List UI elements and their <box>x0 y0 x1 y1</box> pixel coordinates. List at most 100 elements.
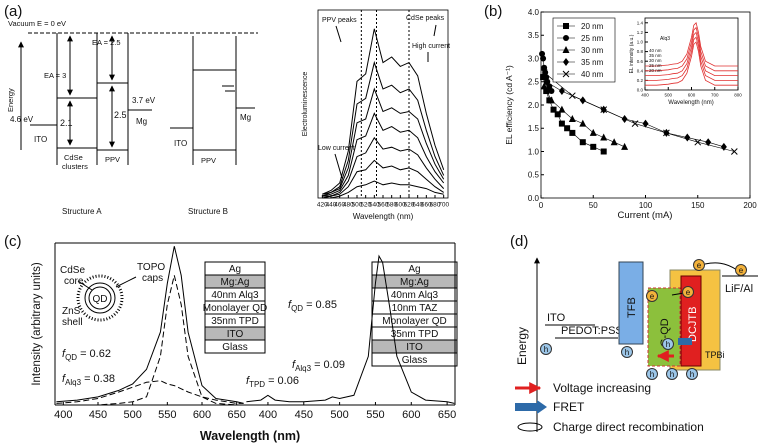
y-tick-label: 3.0 <box>528 54 540 63</box>
y-tick-label: 1.2 <box>637 30 644 35</box>
level-label: 3.7 eV <box>132 96 156 105</box>
x-tick-label: 500 <box>123 409 141 421</box>
y-tick-label: 4.0 <box>528 8 540 17</box>
marker <box>579 139 586 146</box>
series-line <box>645 22 738 67</box>
ppv-label: PPV <box>201 156 216 165</box>
marker <box>569 129 576 136</box>
legend-label: 40 nm <box>649 48 662 53</box>
fret-arrow <box>678 338 692 345</box>
y-tick-label: 2.5 <box>528 78 540 87</box>
marker <box>563 35 569 41</box>
trend-line <box>543 72 735 152</box>
stack-label: 10nm TAZ <box>392 303 438 314</box>
ea-label: EA = 2.5 <box>92 38 121 47</box>
marker <box>558 105 566 113</box>
series-line <box>322 180 444 199</box>
marker <box>720 142 727 151</box>
carrier <box>682 286 694 298</box>
x-tick-label: 100 <box>639 201 653 210</box>
x-tick-label: 420 <box>317 202 328 209</box>
marker <box>568 92 576 100</box>
stack-label: 35nm TPD <box>391 329 439 340</box>
stack-label: ITO <box>227 329 244 340</box>
y-tick-label: 0.8 <box>637 49 644 54</box>
x-tick-label: 640 <box>412 202 423 209</box>
annotation: CdSe peaks <box>406 15 445 22</box>
annotation-subscript: Alq3 <box>65 378 82 387</box>
caps-label: TOPO <box>137 262 165 273</box>
carrier <box>540 343 552 355</box>
carrier <box>646 290 658 302</box>
marker <box>546 97 553 104</box>
x-tick-label: 400 <box>641 93 649 98</box>
marker <box>589 128 597 136</box>
x-tick-label: 500 <box>664 93 672 98</box>
carrier <box>621 346 633 358</box>
y-axis-label: Electroluminescence <box>302 72 309 137</box>
carrier <box>735 264 747 276</box>
x-tick-label: 50 <box>589 201 598 210</box>
x-tick-label: 500 <box>352 202 363 209</box>
ito-label: ITO <box>174 139 187 148</box>
marker <box>631 120 639 127</box>
marker <box>563 58 569 66</box>
legend-label: 40 nm <box>581 70 604 79</box>
marker <box>684 133 691 142</box>
cdse-label: CdSe <box>64 153 83 162</box>
stack-label: Monolayer QD <box>382 316 446 327</box>
energy-label: Energy <box>515 327 529 365</box>
marker <box>562 46 570 53</box>
y-tick-label: 1.0 <box>637 40 644 45</box>
x-tick-label: 580 <box>386 202 397 209</box>
annotation: fQD = 0.62 <box>62 348 111 362</box>
carrier-label: h <box>544 345 548 354</box>
core-label: CdSe <box>60 265 85 276</box>
annotation-value: = 0.85 <box>306 299 337 311</box>
annotation-value: = 0.09 <box>314 359 345 371</box>
x-tick-label: 450 <box>89 409 107 421</box>
ppv-label: PPV <box>105 155 120 164</box>
legend-label: Charge direct recombination <box>553 420 704 434</box>
y-axis-label: Intensity (arbitrary units) <box>31 262 43 386</box>
panel-d: Energy ITO PEDOT:PSS TFB G-QD DCJTB TPBi… <box>515 257 758 434</box>
annotation-subscript: TPD <box>249 380 265 389</box>
annotation-symbol: f <box>292 359 296 371</box>
panel-label: (a) <box>4 3 22 20</box>
carriers: e e e e h h h h h h <box>540 259 747 380</box>
x-tick-label: 700 <box>711 93 719 98</box>
annotation-subscript: QD <box>65 353 77 362</box>
ito-label: ITO <box>34 135 47 144</box>
x-axis-label: Wavelength (nm) <box>353 212 414 221</box>
stack-label: ITO <box>406 342 423 353</box>
annotation-symbol: f <box>246 375 250 387</box>
legend-arrow <box>515 403 537 411</box>
marker <box>548 88 555 95</box>
carrier-label: h <box>625 348 629 357</box>
legend-label: 25 nm <box>581 34 604 43</box>
levels <box>30 33 152 165</box>
x-tick-label: 460 <box>334 202 345 209</box>
stack-label: Glass <box>222 342 248 353</box>
marker <box>539 50 546 57</box>
annotation-subscript: QD <box>291 304 303 313</box>
carrier-label: h <box>650 370 654 379</box>
y-tick-label: 0.0 <box>637 88 644 93</box>
marker <box>600 133 608 141</box>
annotation-value: = 0.62 <box>80 348 111 360</box>
y-tick-label: 0.5 <box>528 171 540 180</box>
legend-arrow <box>537 400 547 414</box>
legend-label: 35 nm <box>581 58 604 67</box>
shell-label: shell <box>62 317 83 328</box>
x-tick-label: 400 <box>54 409 72 421</box>
x-tick-label: 200 <box>743 201 757 210</box>
cdse-label: clusters <box>62 162 88 171</box>
y-tick-label: 1.5 <box>528 124 540 133</box>
mg-label: Mg <box>136 117 147 126</box>
legend-label: 20 nm <box>649 68 662 73</box>
series-line <box>246 254 455 404</box>
marker <box>540 82 548 90</box>
annotation-arrows <box>334 24 437 179</box>
panel-label: (c) <box>4 233 22 250</box>
